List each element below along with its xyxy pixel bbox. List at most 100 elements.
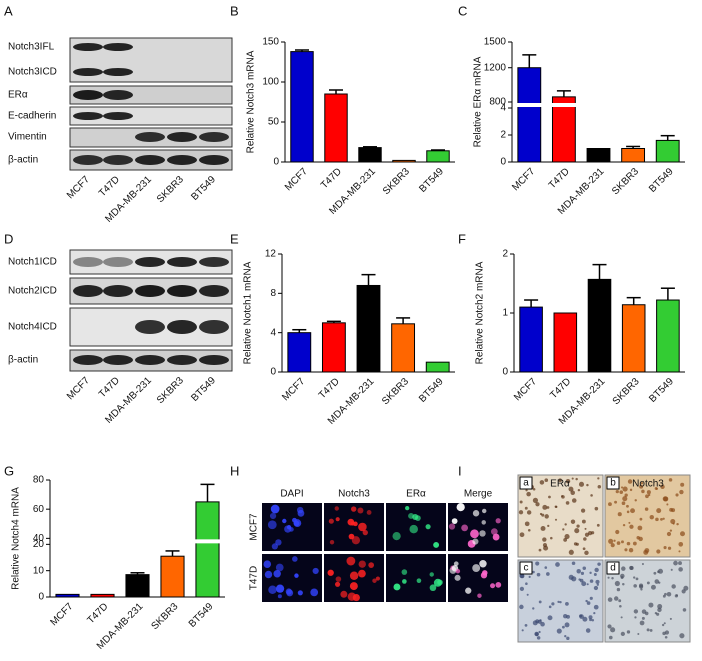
tile-tag-box — [606, 561, 620, 575]
nucleus — [620, 616, 623, 619]
nucleus — [678, 541, 684, 547]
panel-label: H — [230, 463, 239, 478]
cell — [351, 536, 361, 545]
cell — [465, 587, 472, 594]
nucleus — [571, 477, 574, 480]
nucleus — [629, 524, 634, 529]
nucleus — [582, 566, 587, 570]
nucleus — [670, 518, 676, 524]
nucleus — [622, 523, 626, 527]
panel-label: E — [230, 231, 239, 246]
y-tick-label: 1500 — [484, 37, 507, 48]
x-tick-label: MCF7 — [510, 166, 537, 193]
cell — [402, 579, 407, 584]
cell — [350, 506, 357, 512]
panel-label: B — [230, 3, 239, 18]
y-axis-label: Relative Notch2 mRNA — [475, 261, 486, 364]
nucleus — [666, 503, 669, 506]
cell — [495, 581, 502, 588]
bar — [517, 67, 542, 163]
nucleus — [519, 573, 525, 579]
x-tick-label: T47D — [547, 166, 572, 191]
nucleus — [587, 530, 593, 536]
cell — [451, 518, 458, 524]
nucleus — [564, 622, 570, 628]
nucleus — [584, 527, 587, 530]
nucleus — [542, 504, 548, 510]
nucleus — [675, 493, 679, 497]
lane-label: MCF7 — [65, 375, 92, 402]
cell — [358, 560, 366, 568]
row-label: MCF7 — [249, 513, 260, 541]
nucleus — [633, 584, 637, 588]
nucleus — [626, 504, 629, 508]
cell — [268, 585, 277, 594]
cell — [490, 583, 496, 589]
cell — [270, 504, 280, 514]
nucleus — [608, 538, 614, 544]
nucleus — [667, 546, 672, 550]
nucleus — [596, 583, 599, 586]
nucleus — [639, 620, 645, 626]
cell — [429, 584, 437, 592]
nucleus — [644, 548, 650, 553]
nucleus — [535, 561, 540, 566]
nucleus — [588, 615, 593, 620]
nucleus — [637, 632, 640, 635]
nucleus — [532, 570, 535, 574]
nucleus — [571, 498, 577, 503]
nucleus — [621, 501, 626, 506]
bar — [655, 139, 680, 163]
nucleus — [564, 534, 570, 540]
blot-row-label: Notch2ICD — [8, 286, 57, 297]
band — [135, 320, 165, 334]
cell — [310, 588, 319, 597]
lane-label: T47D — [97, 375, 122, 400]
x-tick-label: SKBR3 — [380, 376, 411, 407]
tile-tag-box — [606, 476, 620, 490]
cell — [312, 567, 319, 575]
y-tick-label: 8 — [270, 288, 276, 299]
cell — [429, 572, 434, 577]
nucleus — [574, 528, 580, 534]
nucleus — [575, 477, 578, 481]
nucleus — [526, 510, 532, 515]
nucleus — [653, 571, 657, 575]
bar — [621, 304, 646, 373]
nucleus — [543, 545, 549, 551]
nucleus — [535, 502, 540, 507]
cell — [437, 579, 443, 586]
nucleus — [669, 529, 673, 532]
band — [199, 132, 229, 142]
nucleus — [616, 541, 621, 545]
nucleus — [554, 518, 558, 521]
nucleus — [633, 576, 636, 579]
tile-tag-box — [519, 561, 533, 575]
nucleus — [641, 489, 645, 494]
nucleus — [670, 568, 673, 571]
cell — [491, 528, 498, 535]
nucleus — [610, 627, 616, 633]
column-header: Merge — [464, 489, 493, 500]
x-tick-label: BT549 — [417, 166, 446, 195]
nucleus — [581, 581, 587, 587]
nucleus — [568, 486, 574, 492]
cell — [480, 572, 488, 579]
nucleus — [660, 517, 663, 521]
nucleus — [521, 629, 524, 632]
bar — [553, 312, 578, 373]
cell — [275, 539, 282, 546]
nucleus — [613, 539, 616, 542]
cell — [453, 561, 459, 567]
nucleus — [540, 621, 545, 627]
y-tick-label: 50 — [268, 117, 280, 128]
cell — [334, 506, 339, 511]
nucleus — [568, 549, 574, 555]
nucleus — [629, 488, 633, 492]
cell — [329, 540, 335, 545]
nucleus — [548, 605, 552, 609]
nucleus — [538, 548, 542, 552]
blot-row-label: Notch4ICD — [8, 322, 57, 333]
bar — [290, 51, 314, 163]
